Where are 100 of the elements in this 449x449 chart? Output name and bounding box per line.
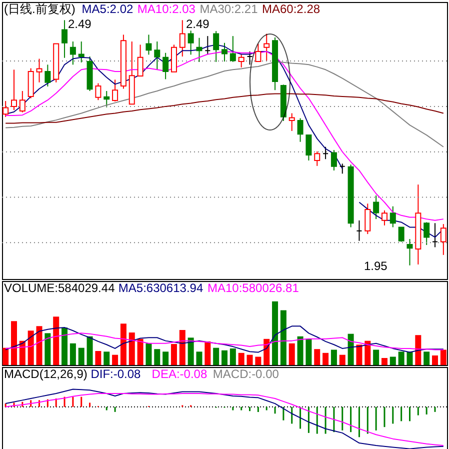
bar — [112, 354, 118, 365]
candlestick — [162, 52, 169, 80]
candlestick — [146, 34, 152, 56]
bar — [330, 350, 337, 365]
bar — [213, 348, 220, 365]
bar — [390, 356, 396, 365]
candlestick — [356, 220, 362, 242]
candlestick — [314, 150, 320, 166]
candlestick — [44, 64, 51, 87]
candlestick — [440, 224, 446, 256]
bar — [44, 333, 51, 365]
candlestick — [398, 226, 404, 242]
candlestick — [330, 150, 337, 171]
bar — [280, 310, 286, 365]
candlestick — [213, 30, 220, 62]
candlestick — [322, 146, 329, 160]
text: VOLUME:584029.44 — [4, 281, 116, 295]
bar — [95, 351, 102, 365]
candlestick — [222, 42, 228, 62]
bar — [188, 338, 194, 365]
candlestick — [11, 69, 17, 111]
bar — [255, 356, 262, 365]
bar — [36, 326, 42, 365]
series-label: DIF:-0.08 — [90, 367, 142, 381]
chart-title: (日线.前复权) — [4, 2, 76, 16]
bar — [2, 348, 9, 365]
candlestick — [381, 210, 388, 226]
candlestick — [70, 41, 76, 66]
text: MACD:-0.00 — [212, 367, 280, 381]
candlestick — [230, 36, 236, 62]
text: MA30:2.21 — [200, 2, 258, 16]
bar — [432, 355, 438, 365]
bar — [406, 352, 413, 365]
candlestick — [306, 134, 312, 161]
candlestick — [432, 222, 438, 248]
bar — [128, 332, 135, 365]
text: MA5:2.02 — [82, 2, 134, 16]
candlestick — [2, 100, 9, 118]
bar — [11, 321, 17, 365]
bar — [19, 340, 26, 365]
candlestick — [62, 20, 68, 58]
candlestick — [339, 163, 346, 174]
bar — [440, 350, 446, 365]
bar — [196, 352, 202, 365]
candlestick — [196, 37, 202, 62]
candlestick — [288, 112, 295, 132]
bar — [70, 343, 76, 365]
bar — [398, 352, 404, 365]
bar — [297, 336, 304, 365]
bar — [53, 316, 60, 365]
chart-title: MACD(12,26,9) — [4, 367, 88, 381]
bar — [424, 352, 430, 365]
bar — [62, 327, 68, 365]
bar — [230, 348, 236, 365]
bar — [86, 336, 93, 365]
bar — [381, 358, 388, 365]
series-label: DEA:-0.08 — [152, 367, 208, 381]
bar — [246, 354, 253, 365]
bar — [78, 348, 84, 365]
bar — [154, 349, 160, 365]
bar — [373, 350, 380, 365]
candlestick — [406, 238, 413, 266]
bar — [348, 334, 354, 365]
candlestick — [154, 41, 160, 70]
annotation: 2.49 — [186, 17, 210, 31]
bar — [314, 349, 320, 365]
bar — [356, 344, 362, 365]
bar — [322, 352, 329, 365]
candlestick — [238, 54, 244, 68]
annotation: 1.95 — [364, 259, 388, 273]
candlestick — [19, 90, 26, 113]
bar — [264, 338, 270, 365]
text: MA5:630613.94 — [118, 281, 204, 295]
candlestick — [364, 203, 371, 235]
bar — [104, 352, 110, 365]
bar — [204, 341, 211, 365]
bar — [238, 352, 244, 365]
bar — [415, 335, 422, 365]
bar — [306, 338, 312, 365]
bar — [364, 340, 371, 365]
bar — [288, 343, 295, 365]
candlestick — [390, 206, 396, 228]
candlestick — [297, 118, 304, 142]
bar — [162, 352, 169, 365]
bar — [222, 350, 228, 365]
text: MA10:580026.81 — [208, 281, 300, 295]
candlestick — [78, 41, 84, 63]
candlestick — [188, 30, 194, 56]
bar — [272, 301, 278, 365]
bar — [137, 338, 144, 365]
text: MA10:2.03 — [137, 2, 196, 16]
candlestick — [204, 36, 211, 56]
candlestick — [95, 82, 102, 101]
candlestick — [255, 43, 262, 62]
candlestick — [104, 90, 110, 108]
candlestick — [424, 222, 430, 246]
bar — [28, 330, 34, 365]
candlestick — [112, 79, 118, 102]
annotation: 2.49 — [68, 17, 92, 31]
candlestick — [264, 33, 270, 62]
